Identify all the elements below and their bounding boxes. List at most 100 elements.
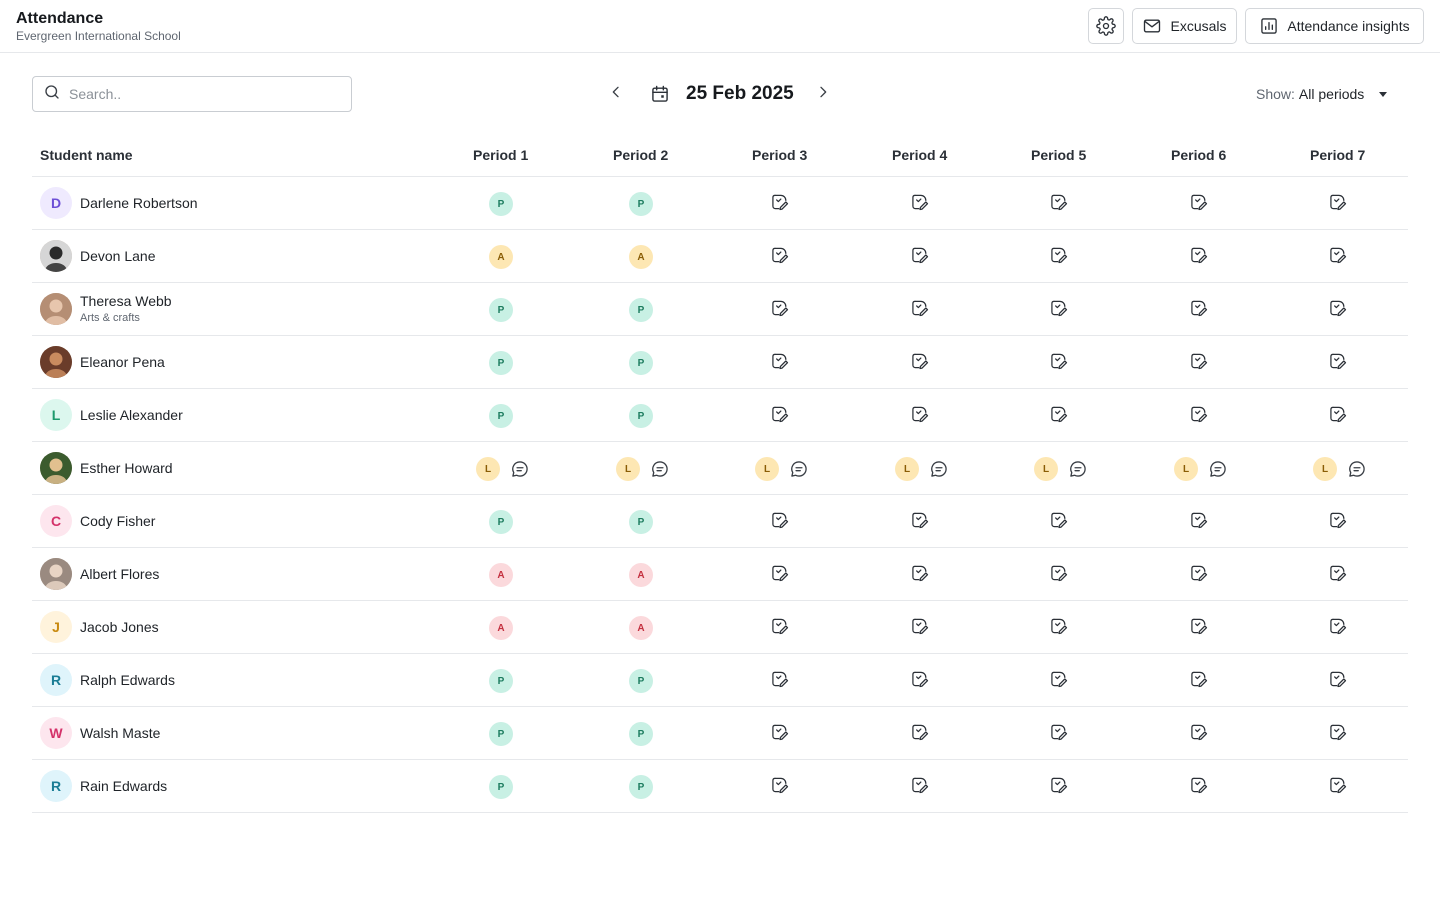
attendance-status-badge[interactable]: L [1034,457,1058,481]
student-name[interactable]: Devon Lane [80,248,156,264]
attendance-status-badge[interactable]: P [629,298,653,322]
attendance-status-badge[interactable]: L [1313,457,1337,481]
mark-attendance-icon[interactable] [1189,722,1209,747]
comment-icon[interactable] [1207,457,1229,481]
attendance-status-badge[interactable]: A [489,563,513,587]
mark-attendance-icon[interactable] [910,669,930,694]
mark-attendance-icon[interactable] [1049,351,1069,376]
mark-attendance-icon[interactable] [770,722,790,747]
mark-attendance-icon[interactable] [1049,245,1069,270]
comment-icon[interactable] [928,457,950,481]
student-name[interactable]: Albert Flores [80,566,160,582]
comment-icon[interactable] [1346,457,1368,481]
mark-attendance-icon[interactable] [1049,616,1069,641]
mark-attendance-icon[interactable] [770,404,790,429]
comment-icon[interactable] [1067,457,1089,481]
student-name[interactable]: Leslie Alexander [80,407,183,423]
mark-attendance-icon[interactable] [910,563,930,588]
attendance-status-badge[interactable]: P [489,510,513,534]
attendance-status-badge[interactable]: P [629,775,653,799]
mark-attendance-icon[interactable] [1049,722,1069,747]
mark-attendance-icon[interactable] [1328,775,1348,800]
mark-attendance-icon[interactable] [1189,245,1209,270]
mark-attendance-icon[interactable] [1328,669,1348,694]
student-name[interactable]: Rain Edwards [80,778,168,794]
mark-attendance-icon[interactable] [1189,775,1209,800]
mark-attendance-icon[interactable] [770,616,790,641]
attendance-status-badge[interactable]: P [629,669,653,693]
search-box[interactable] [32,76,352,112]
mark-attendance-icon[interactable] [1189,510,1209,535]
calendar-icon[interactable] [648,82,672,106]
comment-icon[interactable] [509,457,531,481]
mark-attendance-icon[interactable] [770,351,790,376]
mark-attendance-icon[interactable] [910,192,930,217]
attendance-status-badge[interactable]: P [489,404,513,428]
attendance-status-badge[interactable]: P [489,722,513,746]
attendance-status-badge[interactable]: P [489,351,513,375]
attendance-status-badge[interactable]: L [476,457,500,481]
mark-attendance-icon[interactable] [910,775,930,800]
attendance-status-badge[interactable]: P [629,351,653,375]
mark-attendance-icon[interactable] [1189,616,1209,641]
mark-attendance-icon[interactable] [910,245,930,270]
mark-attendance-icon[interactable] [1189,192,1209,217]
attendance-status-badge[interactable]: L [895,457,919,481]
mark-attendance-icon[interactable] [1328,510,1348,535]
mark-attendance-icon[interactable] [910,510,930,535]
selected-date[interactable]: 25 Feb 2025 [686,83,794,104]
student-name[interactable]: Eleanor Pena [80,354,165,370]
mark-attendance-icon[interactable] [1189,351,1209,376]
attendance-status-badge[interactable]: P [629,404,653,428]
mark-attendance-icon[interactable] [1328,298,1348,323]
mark-attendance-icon[interactable] [1328,563,1348,588]
mark-attendance-icon[interactable] [1328,722,1348,747]
student-name[interactable]: Ralph Edwards [80,672,175,688]
period-filter-dropdown[interactable]: Show: All periods [1256,84,1388,104]
student-name[interactable]: Jacob Jones [80,619,159,635]
mark-attendance-icon[interactable] [770,245,790,270]
previous-day-button[interactable] [604,82,628,106]
attendance-status-badge[interactable]: P [489,669,513,693]
mark-attendance-icon[interactable] [1049,563,1069,588]
mark-attendance-icon[interactable] [910,616,930,641]
mark-attendance-icon[interactable] [1328,351,1348,376]
mark-attendance-icon[interactable] [1328,616,1348,641]
comment-icon[interactable] [649,457,671,481]
attendance-status-badge[interactable]: P [489,298,513,322]
mark-attendance-icon[interactable] [910,351,930,376]
mark-attendance-icon[interactable] [910,298,930,323]
mark-attendance-icon[interactable] [770,510,790,535]
attendance-status-badge[interactable]: P [629,510,653,534]
mark-attendance-icon[interactable] [770,775,790,800]
mark-attendance-icon[interactable] [1049,404,1069,429]
attendance-status-badge[interactable]: A [629,563,653,587]
attendance-status-badge[interactable]: A [629,245,653,269]
search-input[interactable] [69,86,329,102]
mark-attendance-icon[interactable] [910,722,930,747]
attendance-status-badge[interactable]: P [489,775,513,799]
student-name[interactable]: Cody Fisher [80,513,156,529]
mark-attendance-icon[interactable] [1328,245,1348,270]
mark-attendance-icon[interactable] [1189,563,1209,588]
mark-attendance-icon[interactable] [1049,669,1069,694]
attendance-status-badge[interactable]: A [489,245,513,269]
attendance-status-badge[interactable]: P [629,192,653,216]
attendance-insights-button[interactable]: Attendance insights [1245,8,1424,44]
mark-attendance-icon[interactable] [770,192,790,217]
attendance-status-badge[interactable]: L [616,457,640,481]
next-day-button[interactable] [811,82,835,106]
comment-icon[interactable] [788,457,810,481]
mark-attendance-icon[interactable] [1049,298,1069,323]
excusals-button[interactable]: Excusals [1132,8,1237,44]
mark-attendance-icon[interactable] [1189,404,1209,429]
attendance-status-badge[interactable]: A [629,616,653,640]
mark-attendance-icon[interactable] [1049,510,1069,535]
attendance-status-badge[interactable]: P [489,192,513,216]
mark-attendance-icon[interactable] [1049,775,1069,800]
attendance-status-badge[interactable]: L [755,457,779,481]
settings-button[interactable] [1088,8,1124,44]
mark-attendance-icon[interactable] [1049,192,1069,217]
mark-attendance-icon[interactable] [770,669,790,694]
student-name[interactable]: Theresa Webb [80,293,172,309]
